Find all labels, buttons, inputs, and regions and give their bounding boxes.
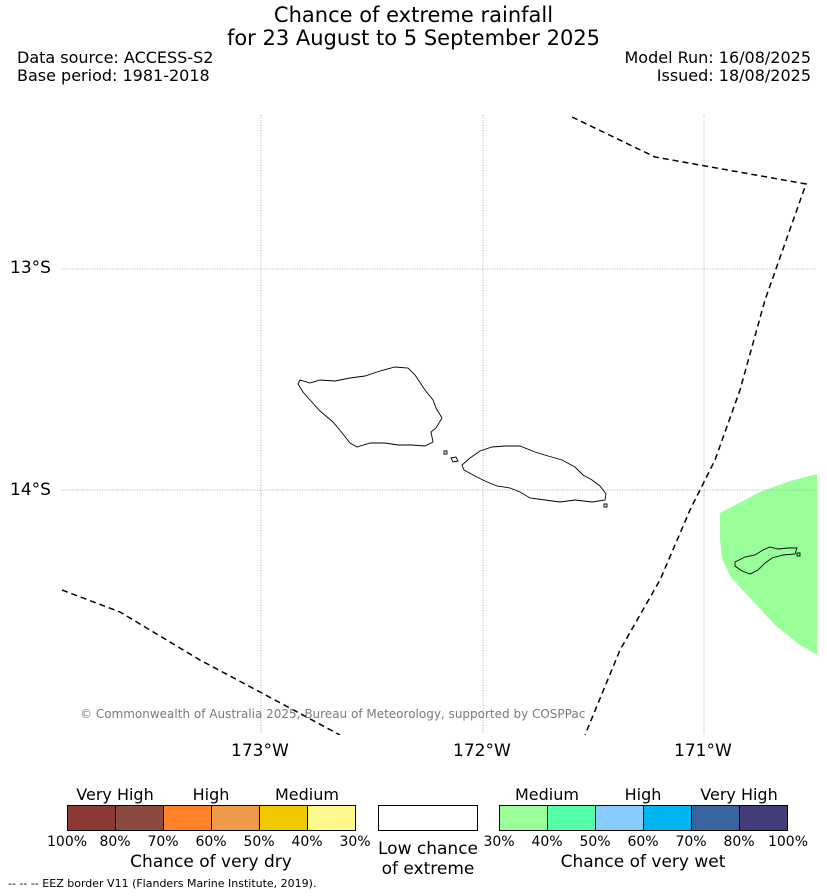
model-run-label: Model Run: 16/08/2025 bbox=[624, 48, 812, 67]
wet-swatch-30-40 bbox=[499, 805, 548, 831]
aunuu-island bbox=[796, 552, 801, 557]
dry-swatch-70-60 bbox=[163, 805, 212, 831]
dry-swatch-40-30 bbox=[307, 805, 356, 831]
low-caption-line1: Low chance bbox=[378, 839, 478, 859]
lon-label-171w: 171°W bbox=[674, 741, 732, 761]
dry-tick-30: 30% bbox=[339, 834, 371, 850]
wet-swatch-70-80 bbox=[691, 805, 740, 831]
lat-label-14s: 14°S bbox=[10, 480, 51, 500]
wet-tick-100: 100% bbox=[767, 834, 809, 850]
nuutele-island bbox=[603, 503, 608, 508]
wet-caption: Chance of very wet bbox=[560, 852, 726, 872]
eez-border-west bbox=[62, 589, 341, 735]
copyright-notice: © Commonwealth of Australia 2025, Bureau… bbox=[80, 707, 586, 721]
wet-tick-80: 80% bbox=[723, 834, 755, 850]
dry-caption: Chance of very dry bbox=[130, 852, 292, 872]
wet-swatch-60-70 bbox=[643, 805, 692, 831]
eez-border bbox=[62, 116, 808, 735]
wet-swatch-40-50 bbox=[547, 805, 596, 831]
dry-swatch-60-50 bbox=[211, 805, 260, 831]
lon-label-172w: 172°W bbox=[453, 741, 511, 761]
wet-tick-30: 30% bbox=[483, 834, 515, 850]
issued-label: Issued: 18/08/2025 bbox=[656, 66, 811, 85]
dry-tick-70: 70% bbox=[147, 834, 179, 850]
dry-swatch-50-40 bbox=[259, 805, 308, 831]
wet-header-medium: Medium bbox=[515, 785, 579, 804]
graticule bbox=[62, 115, 817, 735]
low-chance-swatch bbox=[378, 805, 478, 831]
map-title-line1: Chance of extreme rainfall bbox=[273, 3, 554, 27]
wet-probability-area bbox=[720, 474, 817, 655]
dry-tick-40: 40% bbox=[291, 834, 323, 850]
eez-border-east bbox=[571, 116, 808, 735]
apolima-island bbox=[443, 450, 448, 455]
dry-tick-60: 60% bbox=[195, 834, 227, 850]
dry-tick-50: 50% bbox=[243, 834, 275, 850]
dry-header-medium: Medium bbox=[275, 785, 339, 804]
upolu-island bbox=[461, 445, 607, 503]
wet-tick-70: 70% bbox=[675, 834, 707, 850]
lat-label-13s: 13°S bbox=[10, 258, 51, 278]
wet-tick-50: 50% bbox=[579, 834, 611, 850]
coastlines bbox=[297, 366, 801, 575]
dry-tick-80: 80% bbox=[99, 834, 131, 850]
wet-swatch-80-100 bbox=[739, 805, 788, 831]
wet-header-very-high: Very High bbox=[700, 785, 778, 804]
map-canvas bbox=[62, 115, 817, 735]
data-source-label: Data source: ACCESS-S2 bbox=[17, 48, 214, 67]
manono-island bbox=[450, 456, 459, 463]
eez-border-note: -- -- -- EEZ border V11 (Flanders Marine… bbox=[8, 877, 317, 890]
low-caption-line2: of extreme bbox=[381, 859, 475, 879]
wet-tick-40: 40% bbox=[531, 834, 563, 850]
dry-swatch-100-80 bbox=[67, 805, 116, 831]
dry-tick-100: 100% bbox=[47, 834, 88, 850]
wet-tick-60: 60% bbox=[627, 834, 659, 850]
dry-swatch-80-70 bbox=[115, 805, 164, 831]
wet-swatch-50-60 bbox=[595, 805, 644, 831]
wet-header-high: High bbox=[624, 785, 662, 804]
lon-label-173w: 173°W bbox=[231, 741, 289, 761]
dry-header-high: High bbox=[192, 785, 230, 804]
savaii-island bbox=[297, 366, 443, 448]
dry-header-very-high: Very High bbox=[76, 785, 154, 804]
base-period-label: Base period: 1981-2018 bbox=[17, 66, 210, 85]
tutuila-island bbox=[734, 546, 798, 575]
map-title-line2: for 23 August to 5 September 2025 bbox=[226, 26, 601, 50]
